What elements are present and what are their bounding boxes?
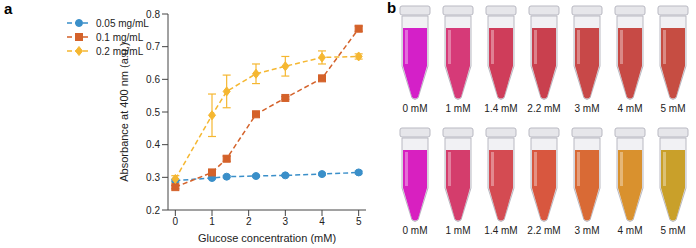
svg-text:0.4: 0.4 <box>146 139 160 150</box>
svg-text:Absorbance at 400 nm (a.u.): Absorbance at 400 nm (a.u.) <box>118 42 130 181</box>
svg-text:0.7: 0.7 <box>146 41 160 52</box>
svg-text:3 mM: 3 mM <box>575 103 600 114</box>
svg-text:5: 5 <box>356 216 362 227</box>
svg-text:3 mM: 3 mM <box>575 225 600 236</box>
html-text:0.05 mg/mL: 0.05 mg/mL <box>96 17 149 29</box>
svg-text:1.4 mM: 1.4 mM <box>484 225 517 236</box>
svg-text:0.5: 0.5 <box>146 107 160 118</box>
svg-text:0 mM: 0 mM <box>403 103 428 114</box>
svg-text:0.2: 0.2 <box>146 205 160 216</box>
svg-text:2.2 mM: 2.2 mM <box>527 103 560 114</box>
svg-text:4 mM: 4 mM <box>618 103 643 114</box>
svg-text:0.8: 0.8 <box>146 9 160 20</box>
svg-text:0.3: 0.3 <box>146 172 160 183</box>
svg-text:4 mM: 4 mM <box>618 225 643 236</box>
svg-text:0 mM: 0 mM <box>403 225 428 236</box>
svg-text:3: 3 <box>283 216 289 227</box>
svg-text:2: 2 <box>246 216 252 227</box>
html-text:0.2 mg/mL: 0.2 mg/mL <box>96 45 144 57</box>
svg-text:5 mM: 5 mM <box>661 103 686 114</box>
svg-text:0: 0 <box>173 216 179 227</box>
svg-text:Glucose concentration (mM): Glucose concentration (mM) <box>198 232 336 244</box>
svg-text:1 mM: 1 mM <box>446 225 471 236</box>
svg-text:1.4 mM: 1.4 mM <box>484 103 517 114</box>
svg-text:b: b <box>387 0 396 16</box>
svg-text:1 mM: 1 mM <box>446 103 471 114</box>
html-text:0.1 mg/mL: 0.1 mg/mL <box>96 31 144 43</box>
svg-text:5 mM: 5 mM <box>661 225 686 236</box>
html-text:a: a <box>4 0 13 17</box>
svg-text:2.2 mM: 2.2 mM <box>527 225 560 236</box>
svg-text:0.6: 0.6 <box>146 74 160 85</box>
svg-text:4: 4 <box>319 216 325 227</box>
svg-text:1: 1 <box>209 216 215 227</box>
